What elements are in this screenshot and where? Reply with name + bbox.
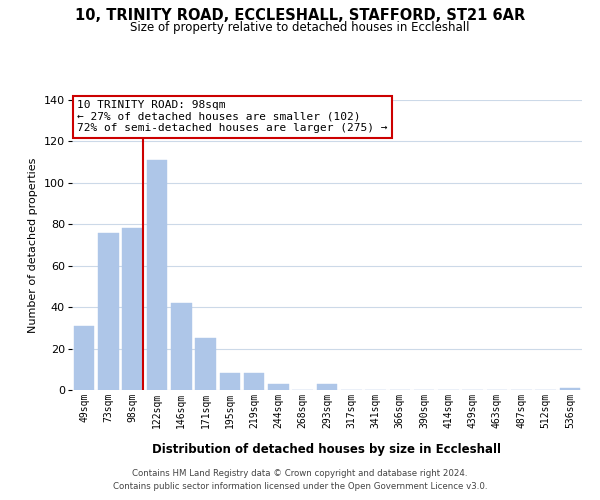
Bar bbox=[171, 303, 191, 390]
Text: 10 TRINITY ROAD: 98sqm
← 27% of detached houses are smaller (102)
72% of semi-de: 10 TRINITY ROAD: 98sqm ← 27% of detached… bbox=[77, 100, 388, 133]
Bar bbox=[122, 228, 143, 390]
Bar bbox=[195, 338, 216, 390]
Bar bbox=[560, 388, 580, 390]
Bar bbox=[146, 160, 167, 390]
Bar bbox=[317, 384, 337, 390]
Bar bbox=[74, 326, 94, 390]
Bar bbox=[220, 374, 240, 390]
Bar bbox=[268, 384, 289, 390]
Bar bbox=[244, 374, 265, 390]
Y-axis label: Number of detached properties: Number of detached properties bbox=[28, 158, 38, 332]
Text: Distribution of detached houses by size in Eccleshall: Distribution of detached houses by size … bbox=[152, 442, 502, 456]
Text: Size of property relative to detached houses in Eccleshall: Size of property relative to detached ho… bbox=[130, 21, 470, 34]
Text: Contains public sector information licensed under the Open Government Licence v3: Contains public sector information licen… bbox=[113, 482, 487, 491]
Text: Contains HM Land Registry data © Crown copyright and database right 2024.: Contains HM Land Registry data © Crown c… bbox=[132, 468, 468, 477]
Bar bbox=[98, 232, 119, 390]
Text: 10, TRINITY ROAD, ECCLESHALL, STAFFORD, ST21 6AR: 10, TRINITY ROAD, ECCLESHALL, STAFFORD, … bbox=[75, 8, 525, 22]
